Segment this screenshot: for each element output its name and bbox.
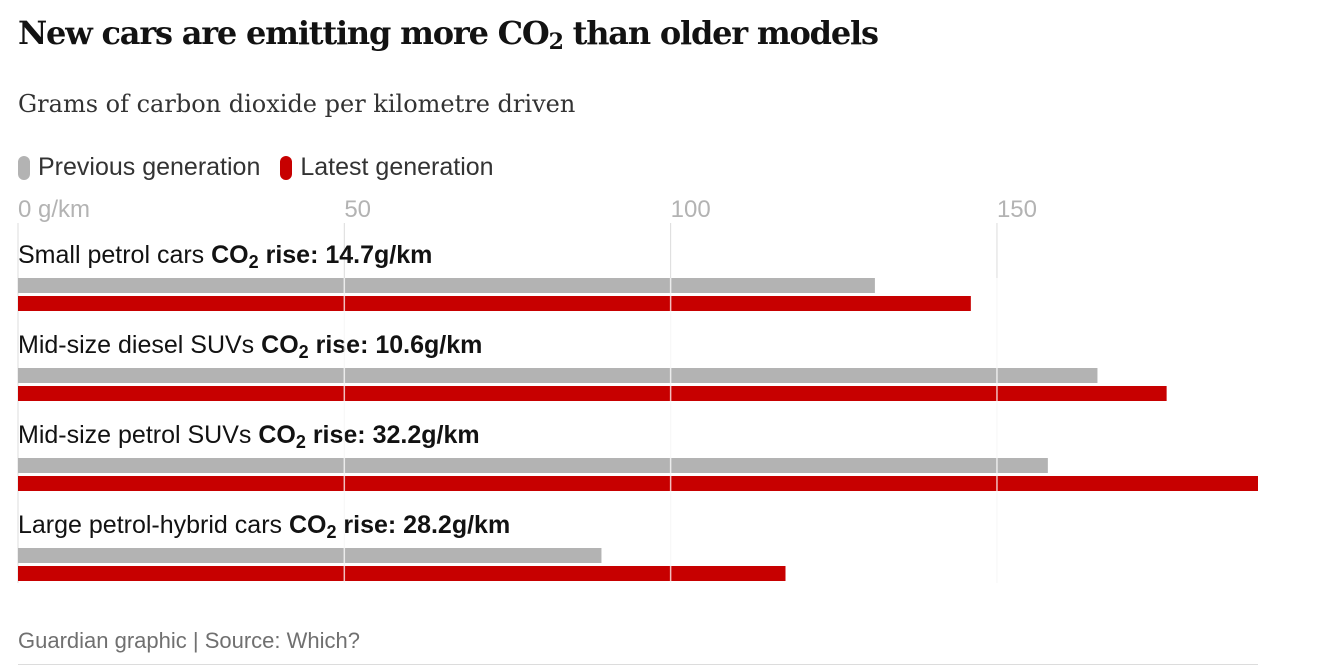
bar-latest — [18, 566, 786, 581]
category-label: Mid-size diesel SUVs CO2 rise: 10.6g/km — [18, 331, 482, 362]
co2-subscript: 2 — [296, 432, 306, 452]
rise-value: rise: 10.6g/km — [309, 331, 483, 359]
category-name: Mid-size petrol SUVs — [18, 421, 258, 449]
bar-previous — [18, 278, 875, 293]
co2-label: CO — [261, 331, 299, 359]
x-tick-label: 0 g/km — [18, 196, 90, 223]
category-label: Large petrol-hybrid cars CO2 rise: 28.2g… — [18, 511, 510, 542]
category-name: Mid-size diesel SUVs — [18, 331, 261, 359]
x-tick-label: 50 — [344, 196, 371, 223]
legend: Previous generation Latest generation — [18, 153, 494, 182]
co2-label: CO — [258, 421, 296, 449]
bar-previous — [18, 548, 602, 563]
bar-latest — [18, 296, 971, 311]
co2-subscript: 2 — [326, 522, 336, 542]
rise-value: rise: 28.2g/km — [336, 511, 510, 539]
co2-subscript: 2 — [249, 252, 259, 272]
grid-overlay — [343, 278, 998, 583]
x-tick-label: 150 — [997, 196, 1037, 223]
rise-value: rise: 14.7g/km — [259, 241, 433, 269]
chart-title: New cars are emitting more CO2 than olde… — [18, 14, 879, 55]
category-label: Mid-size petrol SUVs CO2 rise: 32.2g/km — [18, 421, 480, 452]
bars-layer — [18, 278, 1258, 581]
rise-value: rise: 32.2g/km — [306, 421, 480, 449]
co2-label: CO — [289, 511, 327, 539]
legend-swatch-latest — [280, 155, 293, 180]
x-tick-label: 100 — [671, 196, 711, 223]
bar-latest — [18, 386, 1167, 401]
legend-item-previous: Previous generation — [18, 153, 260, 182]
footer-divider — [18, 664, 1258, 665]
legend-label-latest: Latest generation — [300, 153, 494, 181]
category-name: Large petrol-hybrid cars — [18, 511, 289, 539]
bar-previous — [18, 458, 1048, 473]
category-label: Small petrol cars CO2 rise: 14.7g/km — [18, 241, 432, 272]
bar-latest — [18, 476, 1258, 491]
category-name: Small petrol cars — [18, 241, 211, 269]
legend-swatch-previous — [18, 155, 30, 180]
bar-previous — [18, 368, 1098, 383]
legend-item-latest: Latest generation — [280, 153, 494, 182]
chart-subtitle: Grams of carbon dioxide per kilometre dr… — [18, 90, 576, 118]
co2-subscript: 2 — [299, 342, 309, 362]
co2-label: CO — [211, 241, 249, 269]
legend-label-previous: Previous generation — [38, 153, 261, 181]
source-footer: Guardian graphic | Source: Which? — [18, 628, 360, 653]
